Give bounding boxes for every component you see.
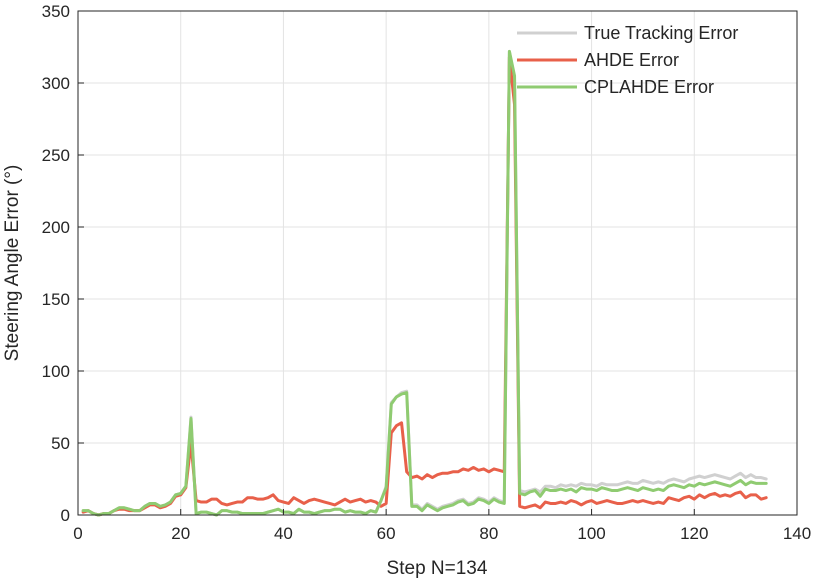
legend: True Tracking Error AHDE Error CPLAHDE Err… bbox=[517, 23, 738, 97]
y-tick-label: 50 bbox=[51, 434, 70, 453]
y-tick-label: 0 bbox=[61, 506, 70, 525]
series-lines bbox=[81, 49, 768, 517]
legend-label-2: CPLAHDE Error bbox=[584, 77, 714, 97]
series-line-1 bbox=[81, 55, 768, 517]
x-tick-label: 20 bbox=[171, 524, 190, 543]
legend-label-1: AHDE Error bbox=[584, 50, 679, 70]
y-axis-ticks: 0 50 100 150 200 250 300 350 bbox=[42, 2, 84, 525]
x-axis-ticks: 0 20 40 60 80 100 120 140 bbox=[73, 509, 811, 543]
x-tick-label: 140 bbox=[783, 524, 811, 543]
x-tick-label: 40 bbox=[274, 524, 293, 543]
y-tick-label: 200 bbox=[42, 218, 70, 237]
x-tick-label: 0 bbox=[73, 524, 82, 543]
x-tick-label: 100 bbox=[577, 524, 605, 543]
x-axis-label: Step N=134 bbox=[387, 558, 488, 579]
y-tick-label: 100 bbox=[42, 362, 70, 381]
x-tick-label: 80 bbox=[479, 524, 498, 543]
y-tick-label: 250 bbox=[42, 146, 70, 165]
legend-label-0: True Tracking Error bbox=[584, 23, 738, 43]
x-tick-label: 120 bbox=[680, 524, 708, 543]
y-tick-label: 150 bbox=[42, 290, 70, 309]
y-tick-label: 350 bbox=[42, 2, 70, 21]
x-tick-label: 60 bbox=[377, 524, 396, 543]
series-line-2 bbox=[81, 49, 768, 517]
plot-frame bbox=[77, 10, 798, 516]
series-line-0 bbox=[81, 49, 768, 517]
y-tick-label: 300 bbox=[42, 74, 70, 93]
grid bbox=[77, 10, 798, 516]
y-axis-label: Steering Angle Error (°) bbox=[2, 165, 23, 362]
